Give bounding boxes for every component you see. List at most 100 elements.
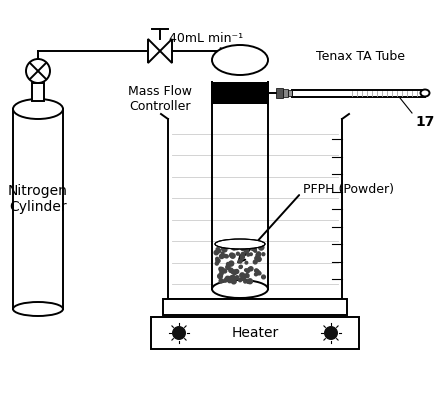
Circle shape	[231, 270, 235, 274]
Circle shape	[245, 261, 248, 264]
Circle shape	[216, 248, 219, 251]
Circle shape	[257, 252, 260, 256]
Circle shape	[253, 248, 257, 251]
Bar	[163, 299, 347, 315]
Ellipse shape	[13, 302, 63, 316]
Circle shape	[216, 257, 219, 260]
Circle shape	[249, 267, 253, 271]
Bar	[283, 89, 288, 97]
Circle shape	[243, 248, 246, 250]
Circle shape	[221, 246, 226, 251]
Bar	[32, 83, 44, 101]
Circle shape	[256, 253, 260, 257]
Circle shape	[253, 260, 257, 264]
Circle shape	[245, 248, 249, 252]
Ellipse shape	[215, 239, 265, 249]
Circle shape	[221, 252, 224, 255]
Bar	[212, 82, 268, 104]
Circle shape	[220, 254, 224, 259]
Text: 40mL min⁻¹: 40mL min⁻¹	[169, 32, 243, 45]
Circle shape	[255, 269, 257, 272]
Circle shape	[236, 252, 239, 255]
Circle shape	[243, 275, 246, 278]
Circle shape	[221, 270, 224, 273]
Circle shape	[225, 278, 228, 281]
Circle shape	[256, 271, 260, 275]
Circle shape	[324, 326, 338, 340]
Circle shape	[240, 265, 242, 268]
Ellipse shape	[421, 90, 429, 97]
Circle shape	[223, 269, 227, 273]
Circle shape	[219, 267, 222, 270]
Text: PFPH (Powder): PFPH (Powder)	[303, 183, 394, 196]
Ellipse shape	[212, 45, 268, 75]
Circle shape	[248, 279, 253, 284]
Circle shape	[259, 245, 264, 250]
Circle shape	[255, 270, 259, 273]
Text: Tenax TA Tube: Tenax TA Tube	[315, 50, 404, 63]
Circle shape	[229, 261, 234, 266]
Bar	[211, 60, 269, 85]
Circle shape	[229, 261, 234, 265]
Circle shape	[231, 279, 236, 284]
Circle shape	[258, 272, 261, 275]
Circle shape	[247, 253, 250, 256]
Circle shape	[214, 250, 218, 255]
Circle shape	[238, 259, 242, 263]
Circle shape	[220, 272, 223, 276]
Bar	[151, 317, 359, 349]
Ellipse shape	[13, 99, 63, 119]
Circle shape	[232, 270, 237, 274]
Circle shape	[231, 253, 235, 258]
Circle shape	[240, 255, 244, 259]
Circle shape	[217, 249, 221, 253]
Text: Mass Flow
Controller: Mass Flow Controller	[128, 85, 192, 113]
Circle shape	[238, 279, 242, 282]
Circle shape	[230, 276, 235, 280]
Circle shape	[238, 245, 241, 248]
Circle shape	[257, 257, 261, 261]
Circle shape	[225, 255, 228, 258]
Circle shape	[216, 259, 220, 263]
Circle shape	[230, 253, 234, 257]
Circle shape	[219, 267, 224, 272]
Circle shape	[262, 253, 265, 256]
Circle shape	[218, 274, 222, 278]
Circle shape	[241, 246, 245, 250]
Circle shape	[231, 276, 235, 280]
Circle shape	[262, 275, 265, 279]
Circle shape	[240, 273, 245, 278]
Circle shape	[223, 248, 227, 252]
Circle shape	[256, 269, 258, 272]
Circle shape	[235, 276, 239, 280]
Circle shape	[235, 269, 239, 274]
Text: Nitrogen
Cylinder: Nitrogen Cylinder	[8, 184, 68, 214]
Circle shape	[226, 245, 229, 249]
Circle shape	[215, 262, 218, 265]
Circle shape	[227, 263, 230, 266]
Circle shape	[231, 244, 236, 249]
Text: Heater: Heater	[231, 326, 279, 340]
Circle shape	[246, 269, 249, 273]
Circle shape	[255, 257, 259, 260]
Circle shape	[224, 255, 227, 258]
Circle shape	[242, 276, 246, 280]
Circle shape	[245, 274, 249, 278]
Circle shape	[246, 280, 249, 283]
Circle shape	[224, 279, 227, 282]
Circle shape	[172, 326, 186, 340]
Circle shape	[249, 253, 252, 256]
Bar	[288, 90, 292, 96]
Circle shape	[248, 267, 251, 271]
Circle shape	[225, 276, 230, 281]
Circle shape	[245, 269, 247, 271]
Circle shape	[251, 246, 256, 250]
Circle shape	[229, 268, 233, 272]
Circle shape	[26, 59, 50, 83]
Circle shape	[244, 275, 246, 277]
Circle shape	[244, 248, 249, 253]
Circle shape	[233, 247, 236, 250]
Circle shape	[244, 280, 246, 283]
Circle shape	[219, 279, 223, 283]
Circle shape	[259, 245, 264, 250]
